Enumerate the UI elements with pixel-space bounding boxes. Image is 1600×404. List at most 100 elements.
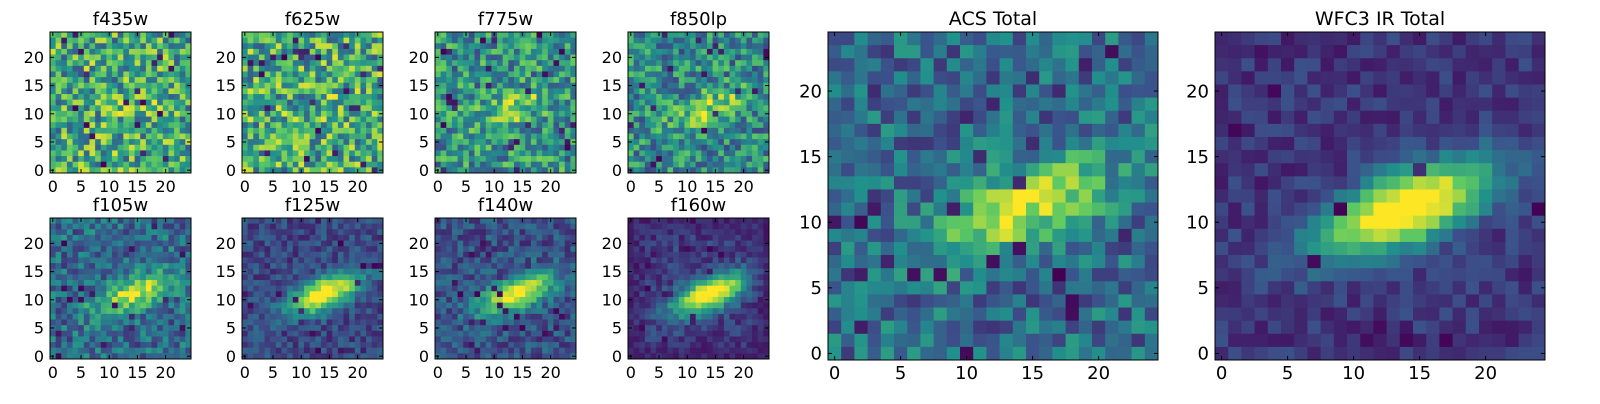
- heatmap-cell: [78, 60, 84, 66]
- heatmap-cell: [276, 303, 282, 309]
- heatmap-cell: [531, 55, 537, 61]
- heatmap-cell: [327, 55, 333, 61]
- heatmap-cell: [752, 49, 758, 55]
- heatmap-cell: [707, 128, 713, 134]
- heatmap-cell: [446, 314, 452, 320]
- heatmap-cell: [276, 235, 282, 241]
- heatmap-cell: [701, 66, 707, 72]
- heatmap-cell: [106, 235, 112, 241]
- heatmap-cell: [531, 325, 537, 331]
- heatmap-cell: [651, 241, 657, 247]
- heatmap-cell: [327, 66, 333, 72]
- heatmap-cell: [321, 139, 327, 145]
- heatmap-cell: [129, 224, 135, 230]
- heatmap-cell: [491, 66, 497, 72]
- heatmap-cell: [168, 348, 174, 354]
- heatmap-cell: [78, 77, 84, 83]
- heatmap-cell: [101, 139, 107, 145]
- heatmap-cell: [730, 235, 736, 241]
- heatmap-cell: [95, 117, 101, 123]
- heatmap-cell: [276, 139, 282, 145]
- heatmap-cell: [112, 274, 118, 280]
- heatmap-cell: [73, 325, 79, 331]
- y-tick-label: 0: [419, 347, 429, 366]
- heatmap-cell: [656, 111, 662, 117]
- heatmap-cell: [259, 43, 265, 49]
- heatmap-cell: [50, 77, 56, 83]
- heatmap-cell: [270, 257, 276, 263]
- heatmap-cell: [452, 128, 458, 134]
- heatmap-cell: [758, 122, 764, 128]
- heatmap-cell: [480, 280, 486, 286]
- heatmap-cell: [520, 297, 526, 303]
- heatmap-cell: [89, 269, 95, 275]
- heatmap-cell: [129, 314, 135, 320]
- heatmap-cell: [73, 100, 79, 106]
- heatmap-cell: [78, 314, 84, 320]
- heatmap-cell: [553, 38, 559, 44]
- heatmap-cell: [315, 308, 321, 314]
- heatmap-cell: [537, 320, 543, 326]
- heatmap-cell: [735, 60, 741, 66]
- heatmap-cell: [372, 280, 378, 286]
- heatmap-cell: [321, 150, 327, 156]
- heatmap-cell: [270, 66, 276, 72]
- heatmap-cell: [474, 71, 480, 77]
- heatmap-cell: [537, 94, 543, 100]
- heatmap-cell: [525, 241, 531, 247]
- heatmap-cell: [662, 297, 668, 303]
- heatmap-cell: [129, 117, 135, 123]
- heatmap-cell: [553, 224, 559, 230]
- heatmap-cell: [752, 111, 758, 117]
- heatmap-cell: [446, 308, 452, 314]
- heatmap-cell: [730, 117, 736, 123]
- heatmap-cell: [248, 117, 254, 123]
- heatmap-cell: [486, 224, 492, 230]
- heatmap-cell: [73, 83, 79, 89]
- heatmap-cell: [491, 331, 497, 337]
- heatmap-cell: [298, 224, 304, 230]
- heatmap-cell: [372, 38, 378, 44]
- heatmap-cell: [253, 274, 259, 280]
- heatmap-cell: [248, 286, 254, 292]
- heatmap-cell: [259, 105, 265, 111]
- heatmap-cell: [696, 105, 702, 111]
- heatmap-cell: [78, 55, 84, 61]
- heatmap-cell: [452, 263, 458, 269]
- heatmap-cell: [338, 257, 344, 263]
- heatmap-cell: [61, 156, 67, 162]
- heatmap-cell: [315, 94, 321, 100]
- heatmap-cell: [525, 150, 531, 156]
- heatmap-cell: [559, 320, 565, 326]
- heatmap-cell: [531, 49, 537, 55]
- heatmap-cell: [140, 241, 146, 247]
- heatmap-cell: [61, 111, 67, 117]
- heatmap-cell: [101, 32, 107, 38]
- heatmap-cell: [293, 257, 299, 263]
- heatmap-cell: [287, 241, 293, 247]
- heatmap-cell: [152, 88, 158, 94]
- heatmap-cell: [724, 60, 730, 66]
- heatmap-cell: [253, 150, 259, 156]
- heatmap-cell: [667, 38, 673, 44]
- heatmap-cell: [645, 128, 651, 134]
- heatmap-cell: [696, 71, 702, 77]
- heatmap-cell: [95, 77, 101, 83]
- heatmap-cell: [56, 55, 62, 61]
- heatmap-cell: [497, 162, 503, 168]
- heatmap-cell: [735, 241, 741, 247]
- heatmap-cell: [152, 218, 158, 224]
- heatmap-cell: [61, 162, 67, 168]
- heatmap-cell: [287, 55, 293, 61]
- heatmap-cell: [344, 128, 350, 134]
- heatmap-cell: [634, 134, 640, 140]
- heatmap-cell: [565, 308, 571, 314]
- heatmap-cell: [174, 246, 180, 252]
- heatmap-cell: [315, 105, 321, 111]
- heatmap-cell: [168, 128, 174, 134]
- heatmap-cell: [634, 71, 640, 77]
- heatmap-cell: [656, 38, 662, 44]
- heatmap-cell: [372, 162, 378, 168]
- heatmap-cell: [741, 162, 747, 168]
- heatmap-cell: [355, 342, 361, 348]
